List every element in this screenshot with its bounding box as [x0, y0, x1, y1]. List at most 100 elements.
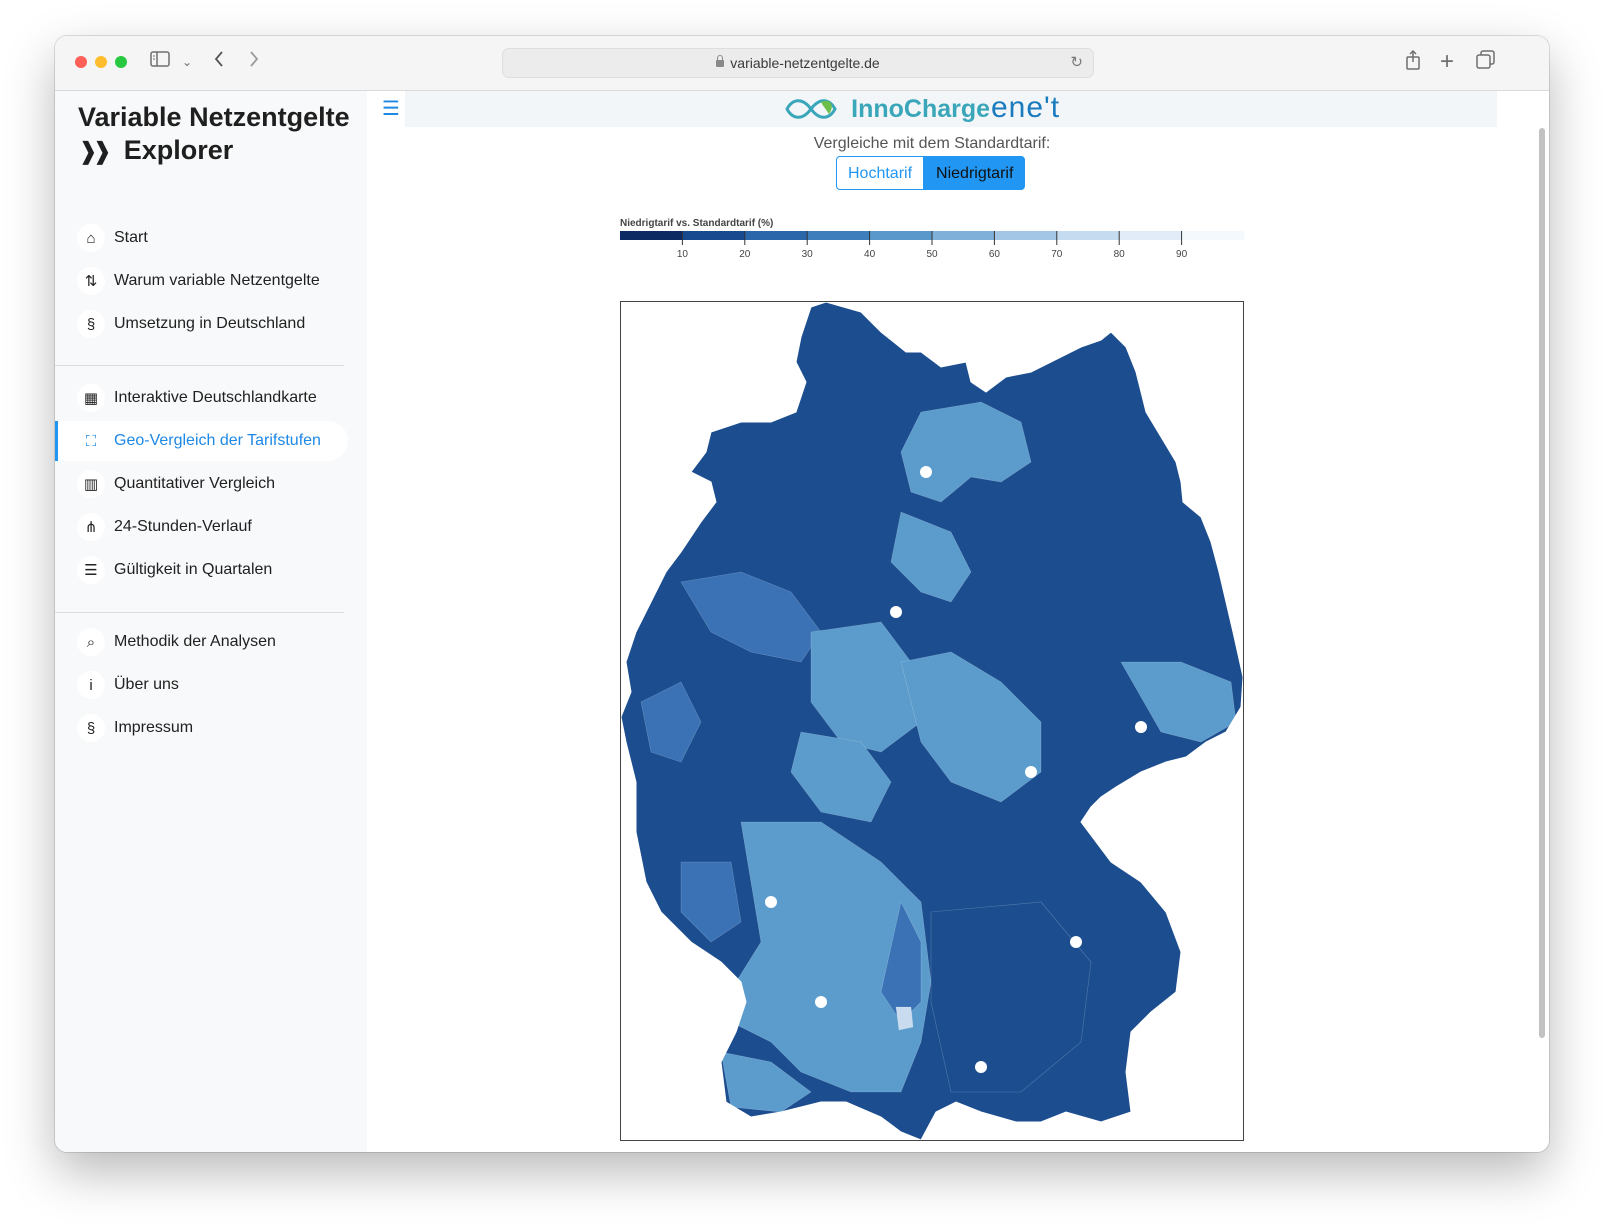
zoom-window-button[interactable]: [115, 56, 127, 68]
sidebar-toggle-icon[interactable]: [150, 50, 170, 74]
sidebar-item-gültigkeit-in-quartalen[interactable]: ☰ Gültigkeit in Quartalen: [55, 550, 345, 590]
paragraph-icon: §: [77, 714, 105, 742]
sidebar-item-geo-vergleich-der-tarifstufen[interactable]: ⛶ Geo-Vergleich der Tarifstufen: [55, 421, 348, 461]
map-region[interactable]: [720, 1051, 812, 1113]
brand-line1: Variable Netzentgelte: [78, 102, 350, 132]
legend-tick-label: 10: [677, 249, 689, 260]
hochtarif-button[interactable]: Hochtarif: [836, 156, 925, 190]
sidebar-item-über-uns[interactable]: i Über uns: [55, 665, 345, 705]
map-no-data-region: [1025, 766, 1037, 778]
legend-swatch: [620, 231, 683, 240]
sidebar-divider: [55, 612, 344, 613]
map-region[interactable]: [790, 731, 892, 823]
legend-tick-label: 40: [864, 249, 876, 260]
legend-swatch: [744, 231, 808, 240]
map-region[interactable]: [890, 511, 972, 603]
network-icon: ⋔: [77, 513, 105, 541]
sidebar-item-label: Umsetzung in Deutschland: [114, 315, 306, 332]
map-no-data-region: [975, 1061, 987, 1073]
sort-arrows-icon: ⇅: [77, 267, 105, 295]
innocharge-logo: InnoCharge: [783, 95, 990, 124]
info-icon: i: [77, 671, 105, 699]
legend-swatch: [807, 231, 871, 240]
tariff-toggle-group: Hochtarif Niedrigtarif: [836, 156, 1026, 190]
map-region[interactable]: [810, 621, 922, 753]
map-region[interactable]: [900, 401, 1032, 503]
forward-icon[interactable]: [248, 50, 260, 74]
hamburger-icon[interactable]: ☰: [377, 97, 405, 121]
map-region[interactable]: [680, 861, 742, 943]
enet-logo: ene't: [991, 91, 1061, 124]
map-region[interactable]: [730, 821, 932, 1093]
map-no-data-region: [890, 606, 902, 618]
chevron-down-icon[interactable]: ⌄: [182, 55, 193, 69]
url-text: variable-netzentgelte.de: [730, 55, 880, 71]
main-content: ☰ InnoCharge ene't Vergleiche mit dem St…: [367, 91, 1549, 1152]
innocharge-logo-text: InnoCharge: [851, 95, 991, 123]
niedrigtarif-button[interactable]: Niedrigtarif: [924, 156, 1026, 190]
map-no-data-region: [815, 996, 827, 1008]
sidebar-item-label: 24-Stunden-Verlauf: [114, 518, 252, 535]
page-scrollbar[interactable]: [1539, 128, 1545, 1038]
sidebar-item-impressum[interactable]: § Impressum: [55, 708, 345, 748]
infinity-leaf-icon: [783, 97, 845, 122]
sidebar-item-methodik-der-analysen[interactable]: ⌕ Methodik der Analysen: [55, 622, 345, 662]
legend-swatch: [682, 231, 746, 240]
new-tab-icon[interactable]: +: [1440, 48, 1455, 75]
legend-swatch: [1056, 231, 1120, 240]
map-region[interactable]: [895, 1006, 914, 1031]
map-marker-icon: ▦: [77, 384, 105, 412]
sidebar-item-umsetzung-in-deutschland[interactable]: § Umsetzung in Deutschland: [55, 304, 345, 344]
menu-toggle[interactable]: ☰: [367, 91, 405, 127]
search-icon: ⌕: [77, 628, 105, 656]
legend-tick-label: 60: [989, 249, 1001, 260]
expand-icon: ⛶: [77, 427, 105, 455]
sidebar-divider: [55, 365, 344, 366]
map-frame[interactable]: [620, 301, 1244, 1141]
numbered-list-icon: ☰: [77, 556, 105, 584]
legend-tick-label: 70: [1051, 249, 1063, 260]
sidebar-item-label: Interaktive Deutschlandkarte: [114, 389, 317, 406]
map-region[interactable]: [930, 901, 1092, 1093]
legend-tick-label: 80: [1114, 249, 1126, 260]
reload-icon[interactable]: ↻: [1070, 54, 1083, 71]
compare-label: Vergleiche mit dem Standardtarif:: [813, 135, 1051, 152]
color-legend: 10 20 30 40 50 60 70 80 90: [620, 231, 1245, 260]
map-region[interactable]: [640, 681, 702, 763]
sidebar-item-label: Start: [114, 229, 148, 246]
legend-tick-label: 20: [739, 249, 751, 260]
back-icon[interactable]: [213, 50, 225, 74]
minimize-window-button[interactable]: [95, 56, 107, 68]
share-icon[interactable]: [1405, 49, 1421, 76]
legend-swatch: [1181, 231, 1245, 240]
brand-line2: Explorer: [123, 135, 234, 165]
sidebar-item-label: Impressum: [114, 719, 194, 736]
browser-titlebar: ⌄ variable-netzentgelte.de ↻ +: [55, 36, 1549, 91]
close-window-button[interactable]: [75, 56, 87, 68]
sidebar-item-label: Über uns: [114, 676, 179, 693]
sidebar-item-label: Quantitativer Vergleich: [114, 475, 275, 492]
map-no-data-region: [1070, 936, 1082, 948]
sidebar-item-start[interactable]: ⌂ Start: [55, 218, 345, 258]
germany-choropleth-map[interactable]: [620, 301, 1244, 1141]
sidebar-item-24-stunden-verlauf[interactable]: ⋔ 24-Stunden-Verlauf: [55, 507, 345, 547]
map-region[interactable]: [900, 651, 1042, 803]
map-no-data-region: [920, 466, 932, 478]
sidebar-item-label: Methodik der Analysen: [114, 633, 276, 650]
map-no-data-region: [1135, 721, 1147, 733]
legend-tick-label: 50: [926, 249, 938, 260]
sidebar-item-label: Gültigkeit in Quartalen: [114, 561, 273, 578]
address-bar[interactable]: variable-netzentgelte.de ↻: [502, 48, 1094, 78]
sidebar-item-interaktive-deutschlandkarte[interactable]: ▦ Interaktive Deutschlandkarte: [55, 378, 345, 418]
app-brand[interactable]: Variable Netzentgelte ❱❱ Explorer: [78, 101, 363, 168]
tabs-overview-icon[interactable]: [1476, 50, 1496, 76]
double-chevron-icon: ❱❱: [78, 138, 112, 165]
sidebar-item-quantitativer-vergleich[interactable]: ▥ Quantitativer Vergleich: [55, 464, 345, 504]
paragraph-icon: §: [77, 310, 105, 338]
sidebar-item-label: Geo-Vergleich der Tarifstufen: [114, 432, 321, 449]
legend-swatch: [932, 231, 995, 240]
legend-tick-label: 30: [802, 249, 814, 260]
sidebar-item-label: Warum variable Netzentgelte: [114, 272, 320, 289]
sidebar-item-warum-variable-netzentgelte[interactable]: ⇅ Warum variable Netzentgelte: [55, 261, 345, 301]
sidebar: Variable Netzentgelte ❱❱ Explorer ⌂ Start…: [55, 91, 367, 1152]
